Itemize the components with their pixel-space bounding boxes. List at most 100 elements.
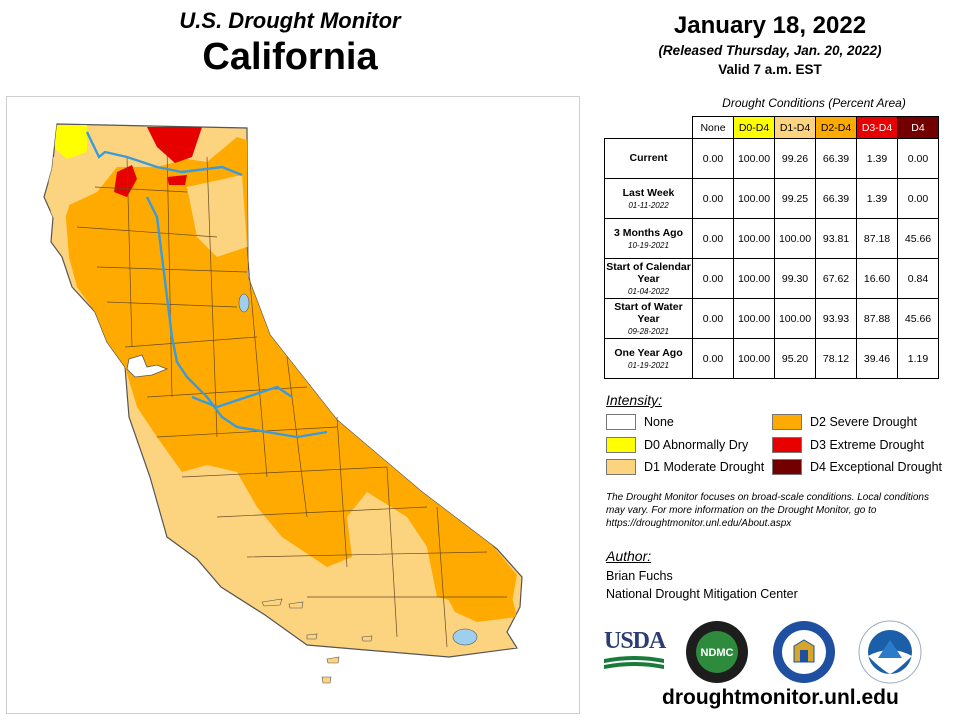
- row-label-text: Current: [629, 152, 668, 165]
- legend-swatch: [606, 437, 636, 453]
- legend-item-d1: D1 Moderate Drought: [606, 459, 764, 475]
- map-date: January 18, 2022: [673, 12, 867, 39]
- salton-sea: [452, 628, 478, 646]
- col-d3-d4: D3-D4: [856, 116, 898, 139]
- legend-label: D2 Severe Drought: [810, 415, 918, 429]
- col-d0-d4: D0-D4: [733, 116, 775, 139]
- website-url[interactable]: droughtmonitor.unl.edu: [662, 686, 899, 709]
- ndmc-seal-icon: NDMC: [686, 621, 748, 683]
- legend-swatch: [606, 459, 636, 475]
- row-date: 09-28-2021: [628, 326, 669, 336]
- commerce-logo: [772, 620, 836, 689]
- row-date: 01-19-2021: [628, 360, 669, 370]
- table-cell: 45.66: [897, 298, 939, 339]
- map-header: U.S. Drought Monitor California: [120, 8, 460, 79]
- map-subtitle: U.S. Drought Monitor: [179, 8, 401, 33]
- d3-region-north: [147, 127, 202, 163]
- table-cell: 100.00: [733, 218, 775, 259]
- table-cell: 100.00: [733, 138, 775, 179]
- map-frame: [6, 96, 580, 714]
- noaa-seal-icon: [858, 620, 922, 684]
- table-cell: 0.00: [692, 218, 734, 259]
- author-name: Brian Fuchs: [606, 569, 673, 583]
- table-cell: 0.00: [692, 258, 734, 299]
- table-cell: 1.39: [856, 178, 898, 219]
- table-cell: 99.26: [774, 138, 816, 179]
- d3-region-lassen: [167, 175, 187, 185]
- table-cell: 100.00: [733, 298, 775, 339]
- legend-item-d2: D2 Severe Drought: [772, 414, 917, 430]
- author-org: National Drought Mitigation Center: [606, 587, 798, 601]
- state-title: California: [202, 36, 378, 78]
- table-cell: 95.20: [774, 338, 816, 379]
- usda-logo-text: USDA: [604, 628, 666, 654]
- row-label-text: Last Week: [622, 186, 675, 199]
- bay-area: [126, 354, 169, 378]
- row-label-text: Start of Calendar Year: [606, 260, 691, 285]
- table-cell: 100.00: [774, 218, 816, 259]
- table-cell: 67.62: [815, 258, 857, 299]
- table-cell: 0.00: [692, 138, 734, 179]
- table-cell: 0.00: [897, 178, 939, 219]
- channel-islands: [261, 598, 373, 684]
- table-cell: 100.00: [774, 298, 816, 339]
- date-header: January 18, 2022 (Released Thursday, Jan…: [610, 12, 930, 77]
- table-cell: 1.19: [897, 338, 939, 379]
- row-label: Last Week 01-11-2022: [604, 178, 693, 219]
- table-row: Last Week 01-11-2022 0.00 100.00 99.25 66…: [604, 178, 939, 219]
- table-cell: 78.12: [815, 338, 857, 379]
- row-date: 01-11-2022: [628, 200, 669, 210]
- table-cell: 66.39: [815, 138, 857, 179]
- row-label: One Year Ago 01-19-2021: [604, 338, 693, 379]
- col-d2-d4: D2-D4: [815, 116, 857, 139]
- table-cell: 93.93: [815, 298, 857, 339]
- usda-logo: USDA: [604, 628, 666, 676]
- col-d4: D4: [897, 116, 939, 139]
- table-cell: 45.66: [897, 218, 939, 259]
- disclaimer-note: The Drought Monitor focuses on broad-sca…: [606, 492, 929, 529]
- legend-item-d0: D0 Abnormally Dry: [606, 437, 748, 453]
- row-label-text: Start of Water Year: [614, 300, 683, 325]
- table-cell: 0.00: [692, 178, 734, 219]
- ndmc-logo-text: NDMC: [701, 647, 734, 659]
- table-cell: 66.39: [815, 178, 857, 219]
- usda-logo-stripes: [604, 656, 664, 669]
- row-label-text: 3 Months Ago: [613, 226, 684, 239]
- table-cell: 0.00: [692, 298, 734, 339]
- legend-label: D3 Extreme Drought: [810, 438, 924, 452]
- table-row: 3 Months Ago 10-19-2021 0.00 100.00 100.0…: [604, 218, 939, 259]
- table-cell: 0.84: [897, 258, 939, 299]
- legend-swatch: [772, 414, 802, 430]
- lake-tahoe: [238, 293, 250, 313]
- header-corner: [604, 116, 693, 139]
- table-cell: 99.30: [774, 258, 816, 299]
- row-date: 10-19-2021: [628, 240, 669, 250]
- drought-conditions-table: None D0-D4 D1-D4 D2-D4 D3-D4 D4 Current …: [604, 116, 939, 379]
- d2-region: [65, 137, 517, 607]
- table-cell: 87.18: [856, 218, 898, 259]
- d0-region: [53, 125, 87, 159]
- legend-label: None: [644, 415, 674, 429]
- rivers: [85, 131, 328, 439]
- row-label: Current: [604, 138, 693, 179]
- row-label-text: One Year Ago: [614, 346, 683, 359]
- row-label: 3 Months Ago 10-19-2021: [604, 218, 693, 259]
- table-cell: 16.60: [856, 258, 898, 299]
- legend-item-d4: D4 Exceptional Drought: [772, 459, 942, 475]
- table-cell: 39.46: [856, 338, 898, 379]
- table-cell: 0.00: [897, 138, 939, 179]
- california-drought-map: [43, 123, 523, 684]
- d1-pocket-northeast: [187, 175, 247, 257]
- release-date: (Released Thursday, Jan. 20, 2022): [658, 43, 882, 58]
- table-cell: 100.00: [733, 178, 775, 219]
- legend-label: D4 Exceptional Drought: [810, 460, 943, 474]
- row-label: Start of Water Year 09-28-2021: [604, 298, 693, 339]
- legend-label: D1 Moderate Drought: [644, 460, 765, 474]
- legend-swatch: [606, 414, 636, 430]
- table-cell: 100.00: [733, 258, 775, 299]
- noaa-logo: [858, 620, 922, 689]
- d2-lobe-south: [447, 597, 517, 622]
- table-cell: 0.00: [692, 338, 734, 379]
- legend-label: D0 Abnormally Dry: [644, 438, 749, 452]
- author-title: Author:: [606, 548, 652, 564]
